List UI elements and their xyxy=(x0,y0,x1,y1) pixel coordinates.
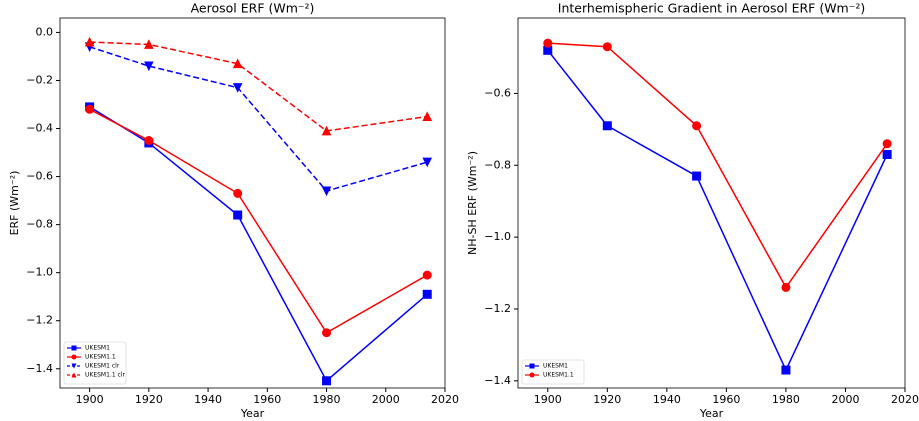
marker xyxy=(882,150,892,160)
marker xyxy=(422,270,432,280)
x-tick-label: 1900 xyxy=(76,393,104,406)
x-axis-label: Year xyxy=(699,407,724,420)
legend-label: UKESM1.1 xyxy=(85,354,116,361)
series-line xyxy=(89,46,428,192)
marker xyxy=(543,38,553,48)
marker xyxy=(322,328,332,338)
marker xyxy=(84,36,95,47)
marker xyxy=(422,157,433,168)
x-tick-label: 2000 xyxy=(372,393,400,406)
series-line xyxy=(89,108,428,334)
y-tick-label: −1.2 xyxy=(26,314,53,327)
series-line xyxy=(89,106,428,382)
series-line xyxy=(89,41,428,132)
x-tick-label: 1940 xyxy=(194,393,222,406)
marker xyxy=(422,289,432,299)
y-tick-label: −1.2 xyxy=(484,302,511,315)
marker xyxy=(144,39,154,49)
marker xyxy=(85,104,95,114)
marker xyxy=(781,282,791,292)
marker xyxy=(692,121,702,131)
plot-frame xyxy=(59,17,446,389)
marker xyxy=(781,365,791,375)
x-tick-label: 1920 xyxy=(593,393,621,406)
legend-label: UKESM1 clr xyxy=(85,363,120,370)
legend-marker xyxy=(71,354,77,360)
x-tick-label: 1960 xyxy=(253,393,281,406)
legend-marker xyxy=(71,363,77,369)
x-axis-label: Year xyxy=(240,407,265,420)
y-axis-label: NH-SH ERF (Wm⁻²) xyxy=(466,151,479,255)
x-tick-label: 2020 xyxy=(431,393,459,406)
marker xyxy=(322,376,332,386)
marker xyxy=(233,188,243,198)
marker xyxy=(321,186,332,197)
marker xyxy=(422,111,433,122)
y-tick-label: −1.0 xyxy=(26,266,53,279)
marker xyxy=(144,61,154,72)
y-tick-label: −0.8 xyxy=(484,158,511,171)
y-tick-label: −0.6 xyxy=(484,86,511,99)
plot-frame xyxy=(517,17,906,389)
legend-label: UKESM1 xyxy=(85,345,110,352)
x-tick-label: 2020 xyxy=(891,393,919,406)
y-tick-label: −0.6 xyxy=(26,170,53,183)
marker xyxy=(602,121,612,131)
legend-label: UKESM1.1 clr xyxy=(85,372,126,379)
marker xyxy=(882,139,892,149)
legend-box xyxy=(63,341,127,385)
marker xyxy=(233,210,243,220)
marker xyxy=(144,136,154,146)
x-tick-label: 1960 xyxy=(712,393,740,406)
y-tick-label: −1.0 xyxy=(484,230,511,243)
legend-marker xyxy=(529,372,535,378)
y-tick-label: 0.0 xyxy=(36,25,54,38)
y-tick-label: −1.4 xyxy=(484,374,511,387)
y-tick-label: −0.2 xyxy=(26,73,53,86)
chart-title: Interhemispheric Gradient in Aerosol ERF… xyxy=(558,1,865,16)
legend-label: UKESM1 xyxy=(543,363,568,370)
marker xyxy=(602,42,612,52)
y-tick-label: −1.4 xyxy=(26,362,53,375)
x-tick-label: 1980 xyxy=(313,393,341,406)
x-tick-label: 1900 xyxy=(534,393,562,406)
marker xyxy=(232,83,243,93)
y-tick-label: −0.4 xyxy=(26,122,53,135)
x-tick-label: 1980 xyxy=(772,393,800,406)
y-axis-label: ERF (Wm⁻²) xyxy=(8,171,21,236)
series-line xyxy=(547,42,888,289)
chart-title: Aerosol ERF (Wm⁻²) xyxy=(191,1,315,16)
legend-marker xyxy=(71,345,77,351)
y-tick-label: −0.8 xyxy=(26,218,53,231)
x-tick-label: 2000 xyxy=(831,393,859,406)
legend-label: UKESM1.1 xyxy=(543,372,574,379)
x-tick-label: 1920 xyxy=(135,393,163,406)
series-line xyxy=(547,49,888,372)
x-tick-label: 1940 xyxy=(653,393,681,406)
legend-marker xyxy=(71,372,77,378)
legend-marker xyxy=(529,363,535,369)
marker xyxy=(321,125,332,136)
marker xyxy=(232,58,243,69)
marker xyxy=(692,171,702,181)
